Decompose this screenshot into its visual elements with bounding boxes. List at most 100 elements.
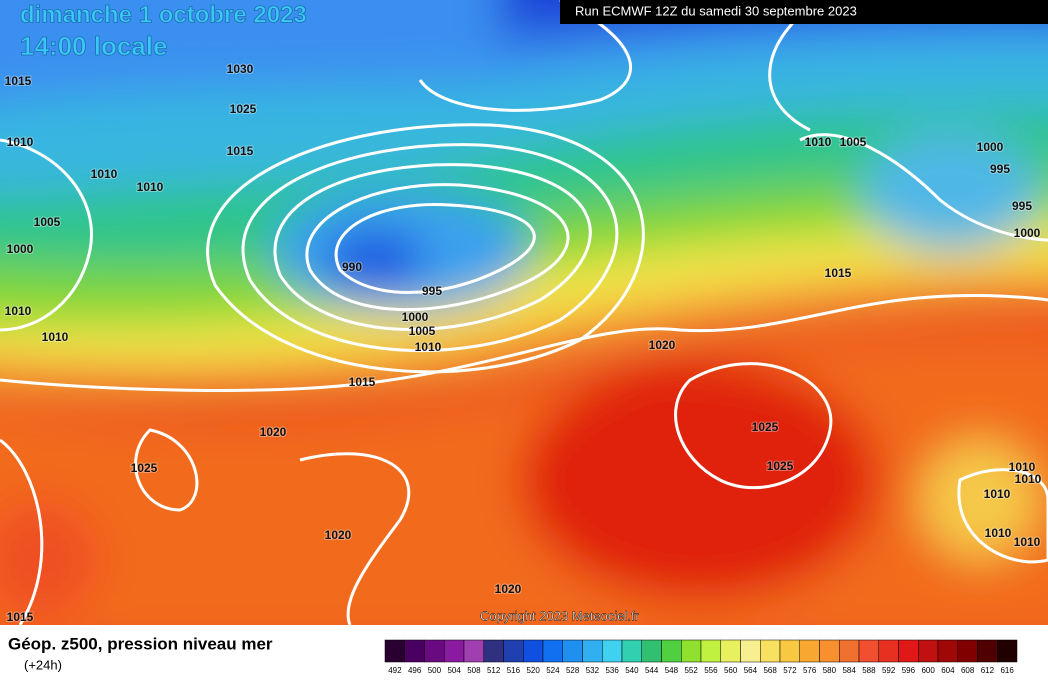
legend-swatch [819,639,840,663]
isobar-label: 1010 [415,340,442,354]
legend-label: 576 [803,666,817,675]
legend-label: 520 [526,666,540,675]
isobar-label: 1010 [985,526,1012,540]
legend-label: 584 [842,666,856,675]
isobar-label: 1005 [840,135,867,149]
legend-title: Géop. z500, pression niveau mer [8,634,273,653]
isobar-label: 1000 [7,242,34,256]
isobar-label: 995 [422,284,442,298]
isobar-label: 1005 [409,324,436,338]
legend-swatch [404,639,425,663]
legend-swatch [582,639,603,663]
legend-label: 556 [704,666,718,675]
isobar-label: 1010 [137,180,164,194]
isobar-label: 1015 [7,610,34,624]
isobar-label: 1005 [34,215,61,229]
time-title: 14:00 locale [20,31,167,61]
legend-label: 508 [467,666,481,675]
legend-label: 512 [487,666,501,675]
legend-swatch [720,639,741,663]
legend-label: 600 [921,666,935,675]
isobar-label: 1000 [1014,226,1041,240]
isobar-label: 1010 [1009,460,1036,474]
legend-swatch [977,639,998,663]
map-field [0,0,1048,625]
legend-label: 580 [823,666,837,675]
legend-label: 500 [428,666,442,675]
isobar-label: 1010 [984,487,1011,501]
legend-label: 544 [645,666,659,675]
isobar-label: 1020 [260,425,287,439]
legend-label: 548 [665,666,679,675]
legend-swatch [839,639,860,663]
legend-swatch [562,639,583,663]
isobar-label: 1000 [977,140,1004,154]
legend-swatch [937,639,958,663]
legend-label: 552 [684,666,698,675]
isobar-label: 1010 [1014,535,1041,549]
legend-label: 504 [447,666,461,675]
isobar-label: 1020 [325,528,352,542]
legend-swatch [641,639,662,663]
legend-swatch [878,639,899,663]
legend-label: 528 [566,666,580,675]
legend-swatch [898,639,919,663]
legend-swatch [760,639,781,663]
legend-label: 532 [586,666,600,675]
legend-label: 568 [763,666,777,675]
isobar-label: 1025 [230,102,257,116]
legend-label: 496 [408,666,422,675]
isobar-label: 1020 [649,338,676,352]
legend-label: 524 [546,666,560,675]
legend-swatch [799,639,820,663]
isobar-label: 1010 [42,330,69,344]
legend-label: 612 [981,666,995,675]
run-banner [560,0,1048,24]
isobar-label: 995 [990,162,1010,176]
legend-swatch [957,639,978,663]
legend-label: 608 [961,666,975,675]
legend-label: 536 [605,666,619,675]
legend-swatch [918,639,939,663]
legend-swatch [779,639,800,663]
isobar-label: 1010 [805,135,832,149]
isobar-label: 1025 [752,420,779,434]
isobar-label: 1010 [7,135,34,149]
legend-label: 516 [507,666,521,675]
legend-label: 572 [783,666,797,675]
legend-swatch [602,639,623,663]
isobar-label: 1015 [5,74,32,88]
legend-subtitle: (+24h) [24,657,62,672]
isobar-label: 1030 [227,62,254,76]
run-info: Run ECMWF 12Z du samedi 30 septembre 202… [575,3,857,18]
legend-label: 560 [724,666,738,675]
legend-label: 604 [941,666,955,675]
legend-swatch [858,639,879,663]
legend-swatch [503,639,524,663]
isobar-label: 995 [1012,199,1032,213]
legend-swatch [997,639,1018,663]
isobar-label: 1025 [131,461,158,475]
legend-swatch [384,639,405,663]
isobar-label: 1010 [1015,472,1042,486]
legend-label: 588 [862,666,876,675]
legend-swatch [700,639,721,663]
legend-swatch [740,639,761,663]
copyright: Copyright 2023 Meteociel.fr [480,608,640,623]
legend-label: 592 [882,666,896,675]
legend-swatch [523,639,544,663]
legend-swatch [463,639,484,663]
isobar-label: 1015 [349,375,376,389]
isobar-label: 1010 [91,167,118,181]
isobar-label: 1015 [227,144,254,158]
legend-label: 492 [388,666,402,675]
date-title: dimanche 1 octobre 2023 [20,1,307,28]
isobar-label: 1000 [402,310,429,324]
legend-label: 540 [625,666,639,675]
legend-swatch [424,639,445,663]
isobar-label: 1025 [767,459,794,473]
isobars [0,0,1048,625]
legend-swatch [444,639,465,663]
